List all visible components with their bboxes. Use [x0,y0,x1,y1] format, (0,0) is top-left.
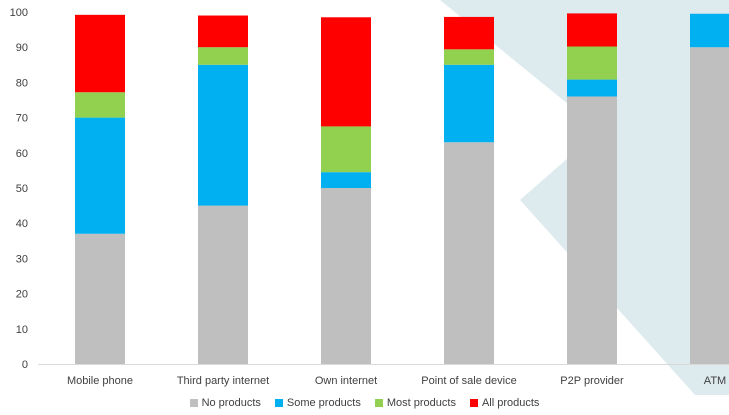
legend-swatch [469,399,478,407]
bar-segment-no-products [198,205,248,364]
y-tick-label: 20 [16,289,28,301]
bar-segment-most-products [75,92,125,118]
bars [75,13,729,364]
legend-swatch [189,399,198,407]
x-tick-label: ATM [704,375,726,387]
legend-item: Most products [374,397,456,409]
bar-segment-most-products [567,46,617,80]
y-tick-label: 90 [16,42,28,54]
bar-segment-all-products [444,16,494,50]
x-tick-label: Point of sale device [421,375,516,387]
bar-segment-all-products [567,13,617,47]
y-tick-label: 50 [16,183,28,195]
y-tick-label: 30 [16,253,28,265]
y-tick-label: 100 [10,7,28,19]
bar-segment-most-products [321,126,371,173]
axis-labels: 0 10 20 30 40 50 60 70 80 90 100 Mobile phone Third … [10,7,727,387]
stacked-bar-chart: 0 10 20 30 40 50 60 70 80 90 100 Mobile phone Third … [10,0,729,395]
legend-item: All products [469,397,540,409]
legend-item: Some products [274,397,361,409]
y-tick-label: 60 [16,148,28,160]
legend: No products Some products Most products All… [0,397,729,409]
bar-segment-some-products [75,117,125,234]
legend-swatch [374,399,383,407]
legend-item: No products [189,397,261,409]
bar-segment-all-products [321,17,371,127]
bar-segment-some-products [198,64,248,206]
bar-segment-no-products [567,96,617,364]
bar-segment-all-products [75,14,125,93]
bar-segment-some-products [690,13,729,48]
bar-segment-some-products [321,172,371,188]
legend-label: No products [201,397,261,409]
bar-segment-no-products [321,188,371,364]
x-tick-label: Mobile phone [67,375,133,387]
y-tick-label: 10 [16,324,28,336]
bar-segment-no-products [444,142,494,364]
y-tick-label: 80 [16,77,28,89]
bar-segment-no-products [690,47,729,364]
legend-swatch [274,399,283,407]
bar-segment-all-products [198,15,248,48]
bar-segment-some-products [567,79,617,97]
legend-label: All products [481,397,540,409]
y-tick-label: 40 [16,218,28,230]
x-tick-label: Third party internet [177,375,269,387]
bar-segment-most-products [198,47,248,65]
legend-label: Some products [286,397,361,409]
y-tick-label: 70 [16,113,28,125]
bar-segment-most-products [444,49,494,65]
bar-segment-some-products [444,64,494,143]
legend-label: Most products [386,397,456,409]
y-tick-label: 0 [22,359,28,371]
bar-segment-no-products [75,233,125,364]
x-tick-label: P2P provider [560,375,624,387]
x-tick-label: Own internet [315,375,377,387]
